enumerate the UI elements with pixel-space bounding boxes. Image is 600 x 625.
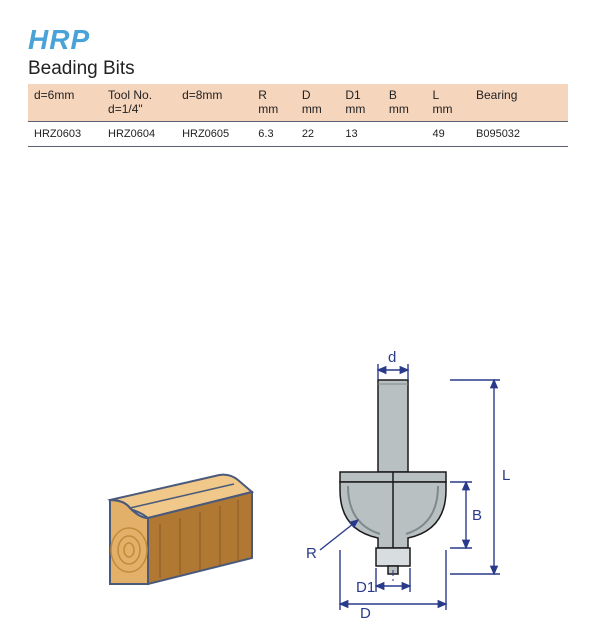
router-bit-drawing: d L B (300, 370, 530, 620)
col-header: d=8mm (176, 84, 252, 121)
page-title: Beading Bits (28, 58, 576, 80)
table-cell: 49 (426, 121, 470, 146)
table-row: HRZ0603HRZ0604HRZ06056.32213 49B095032 (28, 121, 568, 146)
dim-d: d (388, 349, 396, 366)
dim-L: L (502, 467, 510, 484)
table-cell: HRZ0604 (102, 121, 176, 146)
col-header: Tool No.d=1/4" (102, 84, 176, 121)
col-header: Lmm (426, 84, 470, 121)
spec-table: d=6mmTool No.d=1/4"d=8mmRmmDmmD1mmBmmLmm… (28, 84, 568, 147)
col-header: D1mm (339, 84, 383, 121)
col-header: Bearing (470, 84, 568, 121)
dim-D: D (360, 605, 371, 622)
wood-block-illustration (100, 450, 270, 600)
dim-B: B (472, 507, 482, 524)
brand: HRP (28, 24, 576, 56)
table-cell: 22 (296, 121, 340, 146)
table-cell: HRZ0605 (176, 121, 252, 146)
dim-R: R (306, 545, 317, 562)
col-header: Rmm (252, 84, 296, 121)
table-cell: 6.3 (252, 121, 296, 146)
table-cell: 13 (339, 121, 383, 146)
table-cell (383, 121, 427, 146)
table-cell: HRZ0603 (28, 121, 102, 146)
table-cell: B095032 (470, 121, 568, 146)
dim-D1: D1 (356, 579, 375, 596)
diagram-area: d L B (0, 180, 600, 580)
col-header: Dmm (296, 84, 340, 121)
col-header: Bmm (383, 84, 427, 121)
col-header: d=6mm (28, 84, 102, 121)
